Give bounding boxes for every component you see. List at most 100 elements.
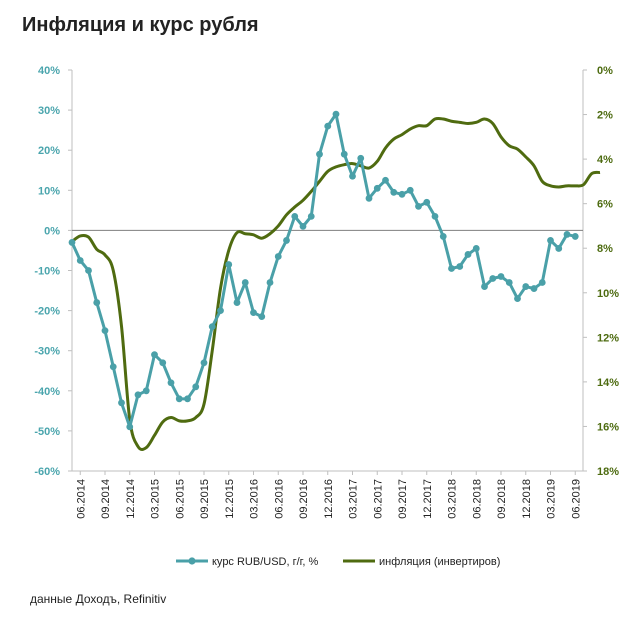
chart-legend: курс RUB/USD, г/г, % инфляция (инвертиров… — [176, 556, 500, 568]
rub-usd-data-point — [538, 279, 546, 286]
rub-usd-series-line — [70, 112, 576, 429]
rub-usd-data-point — [423, 198, 431, 206]
rub-usd-data-point — [522, 283, 530, 290]
rub-usd-data-point — [382, 176, 389, 184]
rub-usd-data-point — [464, 251, 472, 258]
rub-usd-data-point — [192, 383, 200, 391]
left-tick-label: -50% — [34, 426, 60, 438]
rub-usd-data-point — [390, 188, 398, 196]
inflation-series-line — [71, 116, 601, 451]
rub-usd-data-point — [134, 391, 142, 399]
chart-title: Инфляция и курс рубля — [22, 14, 259, 36]
rub-usd-data-point — [126, 423, 134, 431]
rub-usd-data-point — [217, 307, 224, 314]
rub-usd-data-point — [167, 379, 175, 387]
legend-rub-label: курс RUB/USD, г/г, % — [212, 556, 318, 568]
rub-usd-data-point — [448, 265, 455, 272]
rub-usd-data-point — [563, 231, 571, 238]
left-tick-label: -40% — [34, 386, 60, 398]
rub-usd-data-point — [316, 150, 323, 158]
left-tick-label: -10% — [34, 266, 60, 278]
x-tick-label: 09.2014 — [100, 479, 112, 519]
rub-usd-data-point — [142, 387, 150, 395]
left-tick-label: 20% — [38, 145, 60, 157]
x-tick-label: 03.2018 — [447, 479, 459, 519]
x-tick-label: 09.2015 — [199, 479, 211, 519]
rub-usd-data-point — [357, 154, 365, 162]
rub-usd-data-point — [505, 279, 513, 286]
rub-usd-data-point — [439, 233, 447, 240]
x-tick-label: 09.2018 — [496, 479, 508, 519]
rub-usd-data-point — [365, 194, 373, 202]
right-tick-label: 8% — [597, 243, 613, 255]
rub-usd-data-point — [258, 313, 266, 321]
x-tick-label: 03.2019 — [546, 479, 558, 519]
x-tick-label: 06.2016 — [273, 479, 285, 519]
rub-usd-data-point — [291, 212, 299, 220]
rub-usd-data-point — [101, 327, 109, 335]
rub-usd-data-point — [415, 202, 422, 210]
rub-usd-data-point — [349, 172, 356, 180]
rub-usd-data-point — [373, 184, 381, 192]
rub-usd-data-point — [406, 186, 414, 194]
x-tick-label: 06.2014 — [75, 479, 87, 519]
x-tick-label: 03.2017 — [348, 479, 360, 519]
rub-usd-data-point — [159, 359, 167, 367]
x-tick-label: 09.2017 — [397, 479, 409, 519]
right-tick-label: 16% — [597, 421, 619, 433]
rub-usd-data-point — [497, 273, 505, 280]
x-tick-label: 06.2015 — [174, 479, 186, 519]
x-tick-label: 12.2015 — [224, 479, 236, 519]
left-tick-label: -20% — [34, 306, 60, 318]
rub-usd-data-point — [283, 237, 290, 244]
rub-usd-data-point — [151, 351, 158, 359]
rub-usd-data-point — [340, 150, 348, 158]
rub-usd-data-point — [266, 279, 274, 286]
rub-usd-data-point — [233, 299, 241, 306]
right-tick-label: 18% — [597, 466, 619, 478]
x-tick-label: 09.2016 — [298, 479, 310, 519]
rub-usd-data-point — [250, 309, 257, 317]
rub-usd-data-point — [225, 261, 233, 268]
rub-usd-data-point — [481, 283, 488, 290]
rub-usd-data-point — [530, 285, 538, 292]
rub-usd-data-point — [472, 245, 480, 252]
right-tick-label: 4% — [597, 154, 613, 166]
x-tick-label: 06.2018 — [471, 479, 483, 519]
rub-usd-data-point — [200, 359, 208, 367]
rub-usd-data-point — [76, 257, 84, 264]
legend-inflation-label: инфляция (инвертиров) — [379, 556, 500, 568]
x-tick-label: 06.2017 — [372, 479, 384, 519]
legend-rub-marker — [188, 557, 196, 565]
rub-usd-data-point — [324, 122, 332, 130]
rub-usd-data-point — [514, 295, 521, 302]
left-tick-label: 30% — [38, 105, 60, 117]
right-tick-label: 14% — [597, 377, 619, 389]
right-tick-label: 0% — [597, 65, 613, 77]
right-tick-label: 10% — [597, 288, 619, 300]
rub-usd-data-point — [489, 275, 497, 282]
rub-usd-data-point — [184, 395, 191, 403]
x-tick-label: 12.2016 — [323, 479, 335, 519]
left-tick-label: 0% — [44, 225, 60, 237]
source-note: данные Доходъ, Refinitiv — [30, 592, 167, 606]
right-tick-label: 2% — [597, 110, 613, 122]
rub-usd-data-point — [208, 323, 216, 331]
rub-usd-data-point — [299, 222, 307, 230]
rub-usd-data-point — [274, 253, 282, 260]
left-tick-label: -60% — [34, 466, 60, 478]
rub-usd-data-point — [109, 363, 117, 371]
rub-usd-data-point — [68, 239, 76, 246]
rub-usd-data-point — [555, 245, 563, 252]
rub-usd-data-point — [241, 279, 249, 286]
x-tick-label: 12.2018 — [521, 479, 533, 519]
rub-usd-data-point — [118, 399, 125, 407]
rub-usd-data-point — [85, 267, 92, 274]
x-tick-label: 03.2016 — [249, 479, 261, 519]
x-tick-label: 03.2015 — [150, 479, 162, 519]
x-tick-label: 12.2017 — [422, 479, 434, 519]
rub-usd-data-point — [307, 212, 315, 220]
rub-usd-data-point — [93, 299, 101, 306]
rub-usd-data-point — [175, 395, 183, 403]
